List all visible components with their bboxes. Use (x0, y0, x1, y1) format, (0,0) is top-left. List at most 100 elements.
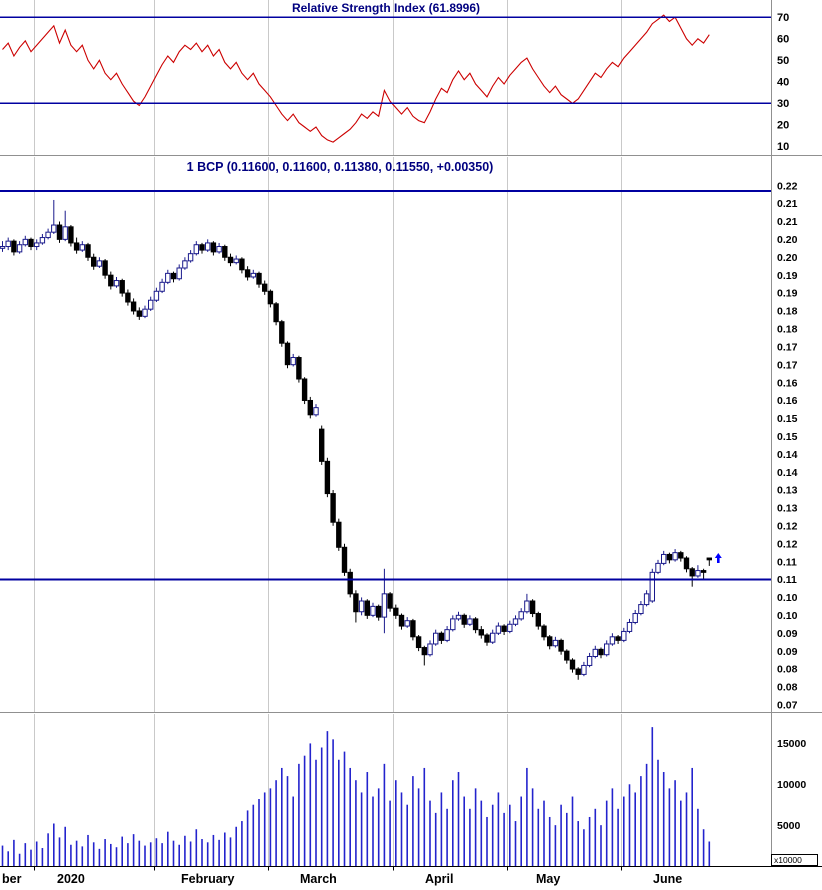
candle-body (547, 636, 553, 647)
svg-text:0.15: 0.15 (777, 413, 798, 425)
candle-body (381, 593, 388, 618)
candle-body (689, 568, 695, 577)
candle-body (569, 659, 576, 670)
svg-text:0.10: 0.10 (777, 592, 798, 604)
candle-body (16, 244, 23, 253)
candle-body (0, 246, 6, 249)
svg-text:0.09: 0.09 (777, 628, 798, 640)
candle-body (700, 570, 707, 573)
svg-text:0.14: 0.14 (777, 467, 798, 479)
candle-body (575, 668, 581, 675)
candle-body (187, 253, 194, 262)
candle-body (205, 242, 211, 251)
candle-body (376, 605, 382, 618)
candle-body (450, 618, 456, 631)
svg-text:0.11: 0.11 (777, 574, 797, 586)
candle-body (284, 342, 291, 366)
candle-body (467, 618, 473, 625)
candle-body (564, 650, 570, 661)
candle-body (404, 620, 410, 627)
candle-body (273, 303, 279, 323)
svg-text:60: 60 (777, 34, 789, 46)
candle-body (307, 399, 314, 416)
candle-body (324, 460, 331, 495)
svg-text:ber: ber (2, 872, 22, 886)
candle-body (125, 292, 131, 303)
candle-body (313, 407, 319, 416)
svg-text:40: 40 (777, 77, 789, 89)
candle-body (45, 231, 51, 239)
svg-text:March: March (300, 872, 337, 886)
candle-body (222, 246, 228, 258)
svg-text:0.22: 0.22 (777, 180, 798, 192)
svg-text:February: February (181, 872, 235, 886)
svg-text:0.15: 0.15 (777, 431, 798, 443)
candle-body (541, 625, 547, 638)
candle-body (706, 557, 712, 561)
candle-body (250, 272, 257, 278)
last-price-arrow-icon (714, 553, 722, 564)
svg-text:May: May (536, 872, 560, 886)
candle-body (421, 647, 428, 656)
svg-text:0.13: 0.13 (777, 485, 798, 497)
candle-body (518, 611, 524, 620)
candle-body (102, 260, 108, 276)
candle-body (79, 244, 85, 251)
volume-series (1, 727, 711, 866)
svg-text:5000: 5000 (777, 820, 801, 832)
candle-body (695, 570, 701, 577)
candle-body (51, 224, 57, 233)
candle-body (210, 242, 217, 253)
candle-body (649, 571, 655, 602)
candle-body (661, 553, 667, 564)
candle-body (490, 632, 496, 643)
svg-text:30: 30 (777, 98, 789, 110)
candle-body (495, 625, 502, 634)
candle-body (364, 600, 371, 616)
svg-text:0.16: 0.16 (777, 395, 798, 407)
candle-body (512, 618, 519, 625)
svg-text:0.17: 0.17 (777, 341, 798, 353)
candle-body (193, 244, 200, 255)
candle-body (592, 648, 598, 657)
candle-body (524, 600, 530, 613)
svg-text:0.21: 0.21 (777, 216, 798, 228)
candle-body (609, 636, 616, 645)
candle-body (398, 614, 405, 627)
candle-body (655, 562, 661, 573)
svg-text:June: June (653, 872, 682, 886)
svg-text:0.19: 0.19 (777, 270, 798, 282)
candle-body (296, 357, 302, 380)
svg-text:0.14: 0.14 (777, 449, 798, 461)
candle-body (370, 605, 376, 616)
candle-body (279, 321, 285, 344)
candle-body (262, 283, 268, 292)
candle-body (341, 546, 348, 573)
candle-body (643, 593, 650, 606)
candle-body (336, 521, 342, 548)
candle-body (626, 621, 633, 632)
candle-body (672, 552, 678, 561)
svg-text:0.20: 0.20 (777, 234, 798, 246)
svg-text:10000: 10000 (777, 779, 806, 791)
svg-text:10: 10 (777, 141, 789, 153)
candle-body (472, 618, 479, 631)
candle-body (159, 281, 165, 292)
candle-body (227, 256, 234, 264)
candle-body (461, 614, 467, 625)
svg-text:0.13: 0.13 (777, 503, 798, 515)
candle-body (387, 593, 393, 609)
candle-body (130, 301, 137, 312)
svg-text:0.12: 0.12 (777, 520, 798, 532)
candle-body (136, 310, 143, 317)
y-axis-labels: 70 60 50 40 30 20 10 0.22 0.21 0.21 0.20 0.20 0.19 0.… (777, 12, 806, 832)
candle-body (5, 240, 11, 248)
candle-body (638, 604, 644, 615)
candle-body (96, 260, 103, 267)
candle-body (22, 238, 29, 246)
candle-body (410, 620, 416, 638)
candle-body (415, 636, 422, 649)
candle-body (586, 656, 593, 666)
candle-body (438, 632, 445, 641)
